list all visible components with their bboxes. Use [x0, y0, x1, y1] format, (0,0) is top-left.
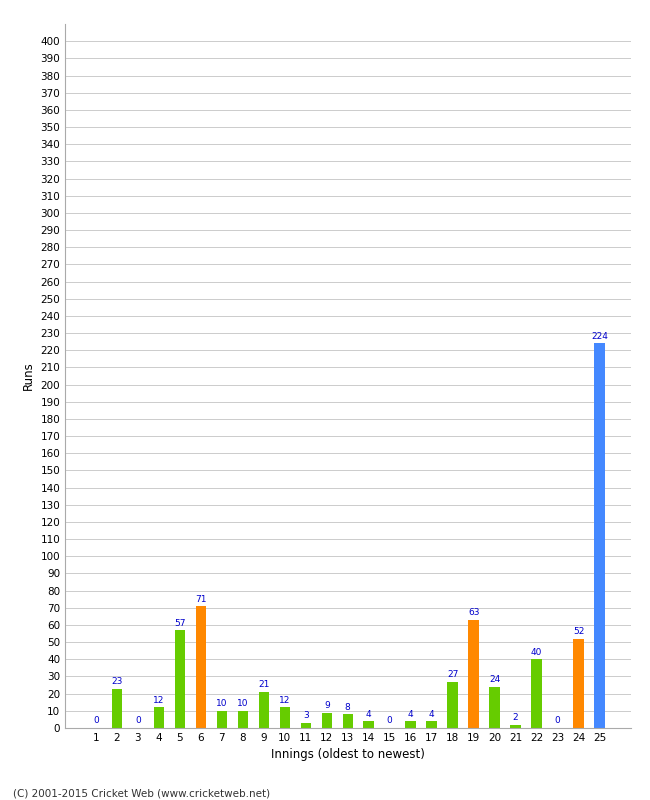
Y-axis label: Runs: Runs	[22, 362, 35, 390]
Bar	[469, 620, 479, 728]
Text: 0: 0	[387, 717, 393, 726]
Text: 0: 0	[93, 717, 99, 726]
Text: 8: 8	[345, 702, 350, 712]
Text: 12: 12	[153, 696, 164, 705]
Text: 10: 10	[237, 699, 248, 708]
Bar	[196, 606, 206, 728]
Text: 224: 224	[591, 332, 608, 341]
Bar	[489, 686, 500, 728]
Text: 10: 10	[216, 699, 228, 708]
Bar	[426, 721, 437, 728]
Bar	[594, 343, 604, 728]
Text: (C) 2001-2015 Cricket Web (www.cricketweb.net): (C) 2001-2015 Cricket Web (www.cricketwe…	[13, 788, 270, 798]
Bar	[280, 707, 290, 728]
Text: 4: 4	[429, 710, 434, 718]
Text: 63: 63	[468, 608, 480, 618]
Bar	[175, 630, 185, 728]
Bar	[573, 638, 584, 728]
Text: 57: 57	[174, 618, 186, 627]
Bar	[322, 713, 332, 728]
Text: 4: 4	[366, 710, 372, 718]
Text: 52: 52	[573, 627, 584, 636]
Text: 71: 71	[195, 594, 207, 603]
Text: 3: 3	[303, 711, 309, 720]
Bar	[259, 692, 269, 728]
Bar	[406, 721, 416, 728]
Bar	[447, 682, 458, 728]
Bar	[531, 659, 542, 728]
Text: 23: 23	[111, 677, 123, 686]
Bar	[112, 689, 122, 728]
Text: 24: 24	[489, 675, 500, 684]
Bar	[363, 721, 374, 728]
Bar	[238, 711, 248, 728]
Bar	[300, 723, 311, 728]
X-axis label: Innings (oldest to newest): Innings (oldest to newest)	[271, 749, 424, 762]
Bar	[343, 714, 353, 728]
Bar	[510, 725, 521, 728]
Text: 4: 4	[408, 710, 413, 718]
Text: 40: 40	[531, 648, 542, 657]
Bar	[153, 707, 164, 728]
Text: 0: 0	[135, 717, 141, 726]
Text: 27: 27	[447, 670, 458, 679]
Text: 9: 9	[324, 701, 330, 710]
Bar	[216, 711, 227, 728]
Text: 0: 0	[554, 717, 560, 726]
Text: 21: 21	[258, 680, 270, 690]
Text: 12: 12	[279, 696, 291, 705]
Text: 2: 2	[513, 713, 519, 722]
